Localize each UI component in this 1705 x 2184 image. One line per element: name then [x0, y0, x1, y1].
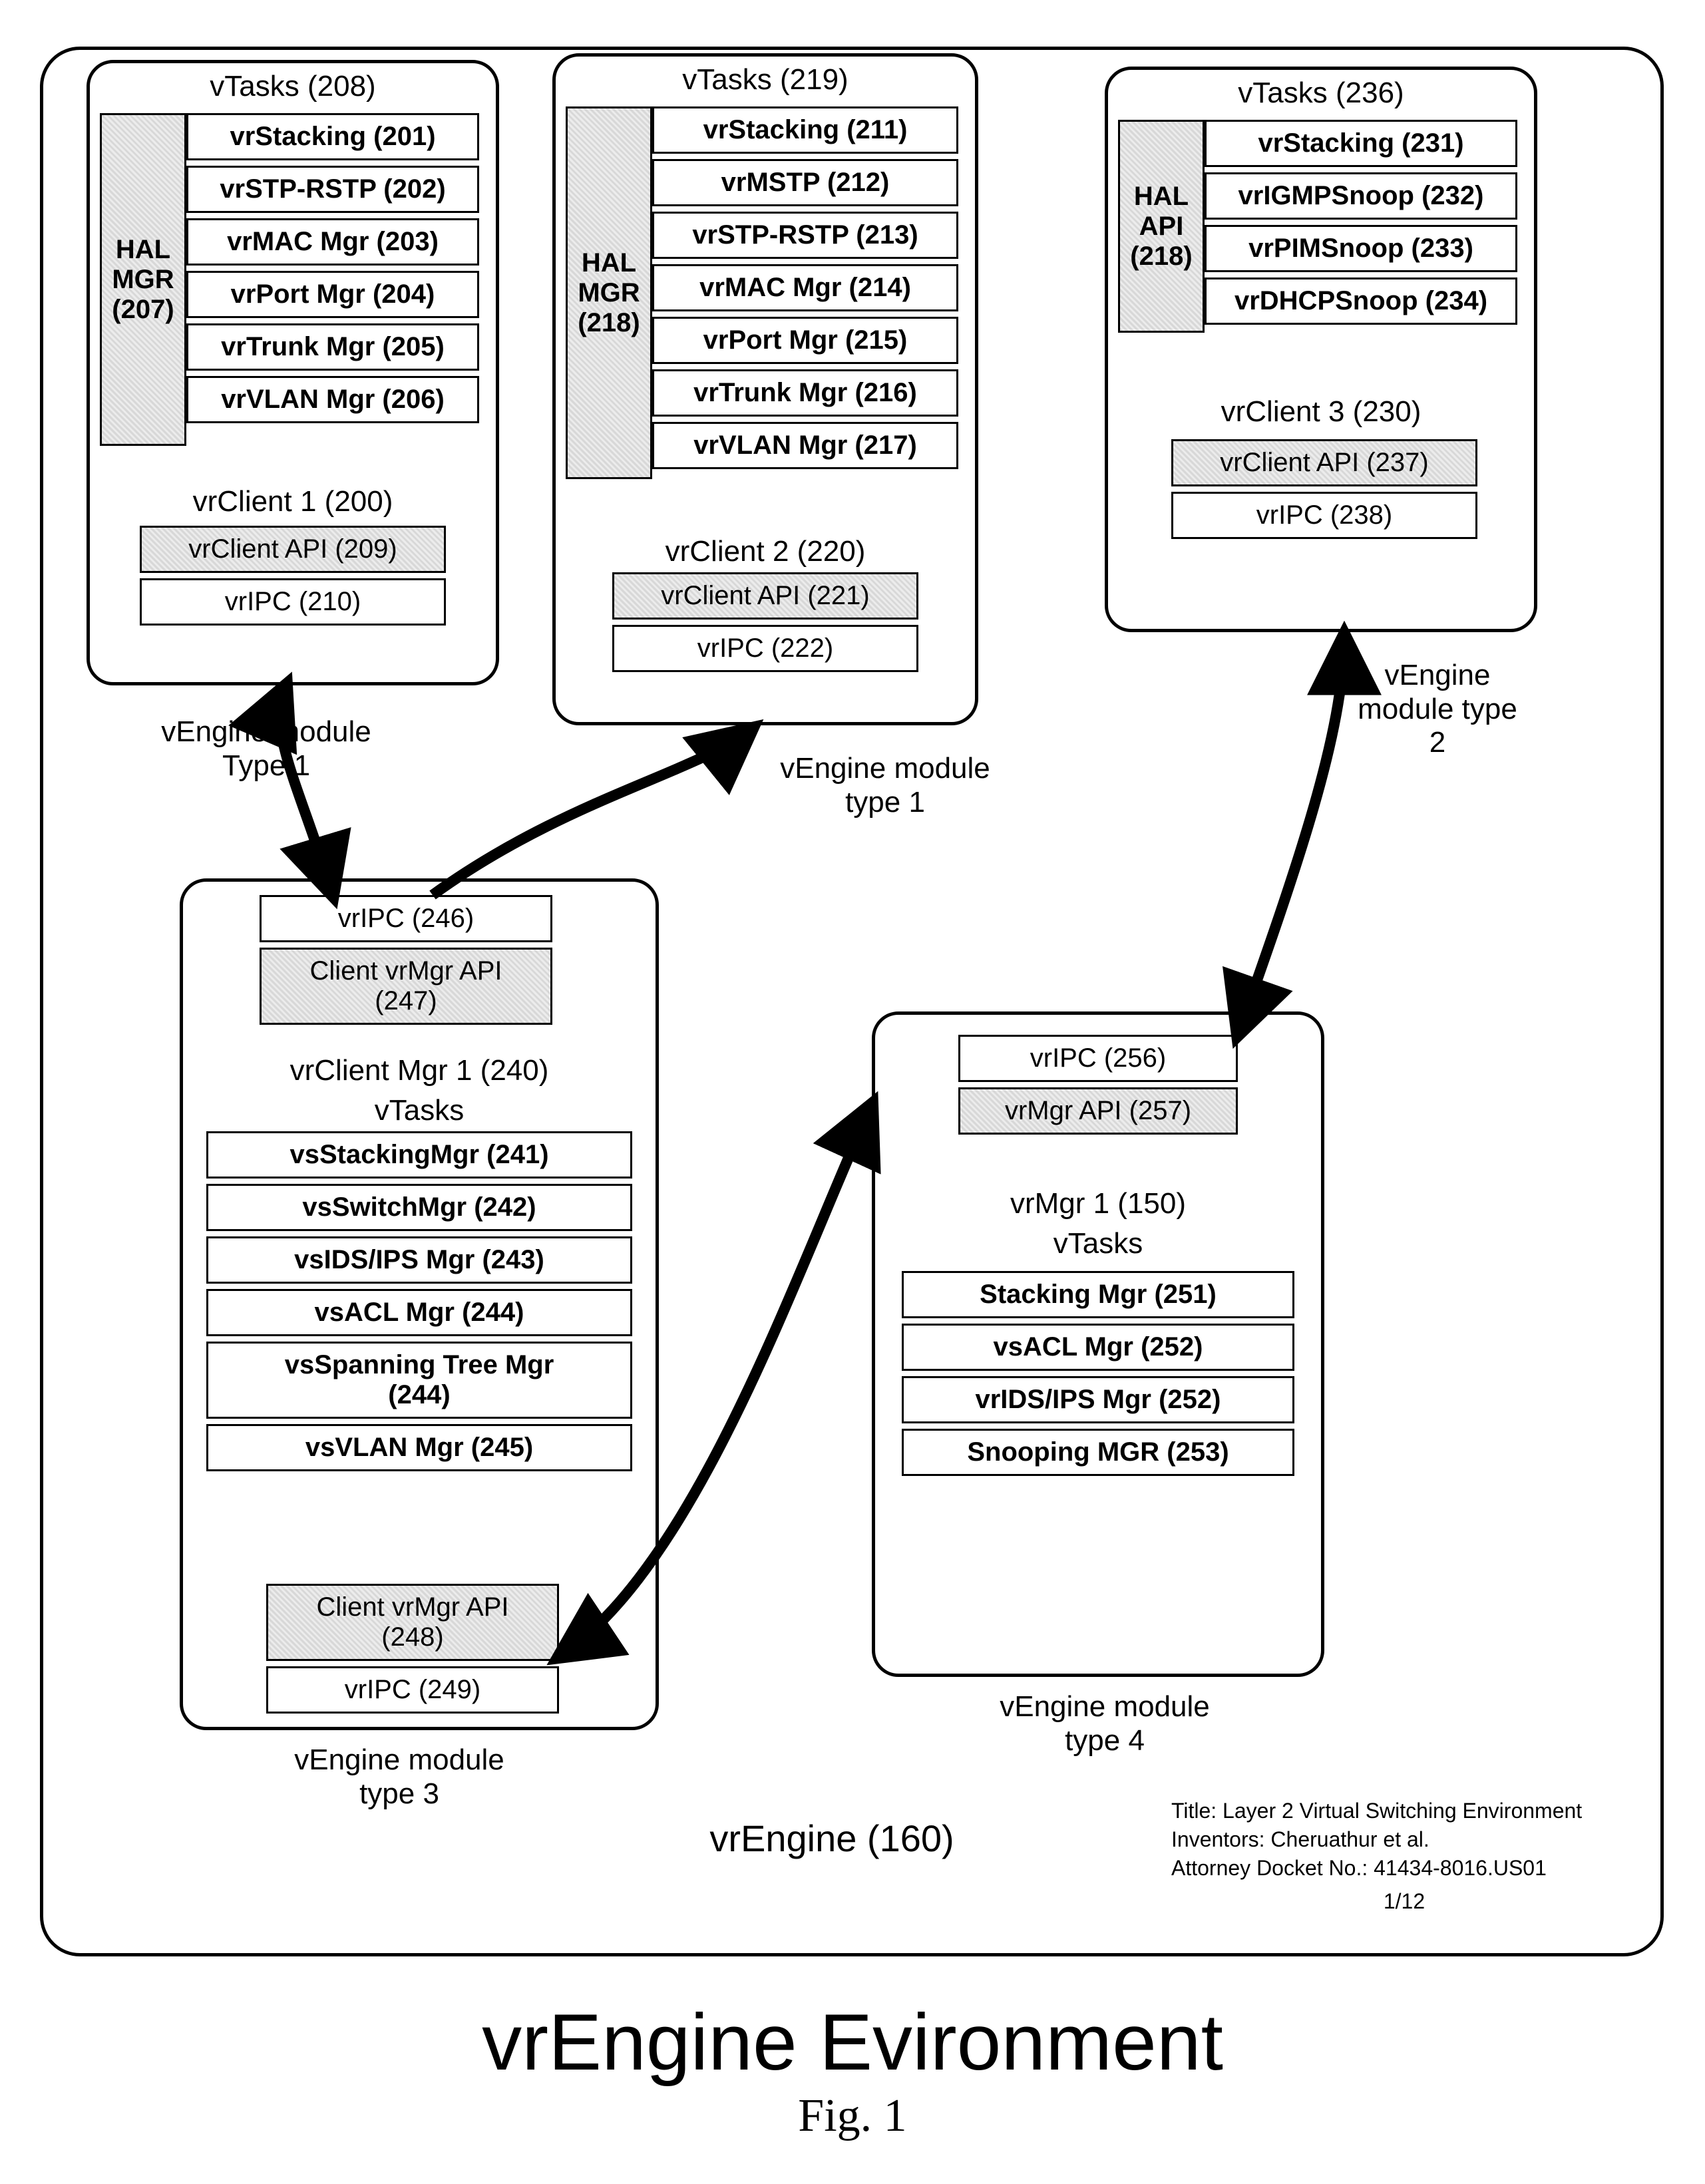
top-stack-4: vrIPC (246) Client vrMgr API(247): [260, 895, 552, 1030]
meta-block: Title: Layer 2 Virtual Switching Environ…: [1171, 1797, 1637, 1916]
page: vTasks (208) HALMGR(207) vrStacking (201…: [0, 0, 1705, 2184]
task-item: vrStacking (211): [652, 106, 958, 154]
huge-title: vrEngine Evironment: [0, 1996, 1705, 2088]
task-item: vrIPC (246): [260, 895, 552, 942]
module-label-3: vEnginemodule type2: [1318, 659, 1557, 760]
task-item: vrVLAN Mgr (217): [652, 422, 958, 469]
task-item: vrStacking (201): [186, 113, 479, 160]
task-item: vsIDS/IPS Mgr (243): [206, 1236, 632, 1284]
task-item: vrDHCPSnoop (234): [1205, 277, 1517, 325]
task-item: Stacking Mgr (251): [902, 1271, 1294, 1318]
hal-api-3: HALAPI(218): [1118, 120, 1205, 333]
client-title-3: vrClient 3 (230): [1105, 395, 1537, 429]
task-item: vsACL Mgr (252): [902, 1324, 1294, 1371]
task-item: vrMAC Mgr (203): [186, 218, 479, 266]
vtasks-title-2: vTasks (219): [556, 63, 975, 96]
hal-mgr-2: HALMGR(218): [566, 106, 652, 479]
module-label-2: vEngine moduletype 1: [752, 752, 1018, 819]
task-item: vrIGMPSnoop (232): [1205, 172, 1517, 220]
top-stack-5: vrIPC (256) vrMgr API (257): [958, 1035, 1238, 1140]
task-item: vrIPC (256): [958, 1035, 1238, 1082]
meta-title: Title: Layer 2 Virtual Switching Environ…: [1171, 1797, 1637, 1825]
task-item: vrTrunk Mgr (205): [186, 323, 479, 371]
task-item: vrMAC Mgr (214): [652, 264, 958, 311]
vtasks-title-1: vTasks (208): [90, 70, 496, 103]
client-stack-1: vrClient API (209) vrIPC (210): [140, 526, 446, 631]
client-stack-2: vrClient API (221) vrIPC (222): [612, 572, 918, 677]
mid-title2-4: vTasks: [180, 1094, 659, 1127]
client-title-2: vrClient 2 (220): [552, 535, 978, 568]
task-item: vrClient API (237): [1171, 439, 1477, 486]
task-item: vrClient API (221): [612, 572, 918, 620]
task-item: vsACL Mgr (244): [206, 1289, 632, 1336]
vtasks-stack-1: vrStacking (201) vrSTP-RSTP (202) vrMAC Mg…: [186, 113, 479, 429]
mid-stack-5: Stacking Mgr (251) vsACL Mgr (252) vrIDS/I…: [902, 1271, 1294, 1481]
task-item: vsSpanning Tree Mgr(244): [206, 1342, 632, 1419]
task-item: vrIDS/IPS Mgr (252): [902, 1376, 1294, 1423]
task-item: vrSTP-RSTP (213): [652, 212, 958, 259]
client-title-1: vrClient 1 (200): [87, 485, 499, 518]
task-item: vrVLAN Mgr (206): [186, 376, 479, 423]
task-item: vrIPC (210): [140, 578, 446, 626]
task-item: vsVLAN Mgr (245): [206, 1424, 632, 1471]
task-item: vrPIMSnoop (233): [1205, 225, 1517, 272]
client-stack-3: vrClient API (237) vrIPC (238): [1171, 439, 1477, 544]
task-item: vrIPC (238): [1171, 492, 1477, 539]
mid-title1-5: vrMgr 1 (150): [872, 1187, 1324, 1220]
vtasks-stack-2: vrStacking (211) vrMSTP (212) vrSTP-RSTP (…: [652, 106, 958, 474]
task-item: Client vrMgr API(248): [266, 1584, 559, 1661]
module-label-4: vEngine moduletype 3: [266, 1743, 532, 1811]
task-item: vrPort Mgr (215): [652, 317, 958, 364]
meta-inventors: Inventors: Cheruathur et al.: [1171, 1825, 1637, 1854]
meta-page: 1/12: [1171, 1887, 1637, 1916]
task-item: vrMgr API (257): [958, 1087, 1238, 1135]
bot-stack-4: Client vrMgr API(248) vrIPC (249): [266, 1584, 559, 1719]
task-item: vrSTP-RSTP (202): [186, 166, 479, 213]
task-item: vrPort Mgr (204): [186, 271, 479, 318]
task-item: vrIPC (249): [266, 1666, 559, 1714]
vtasks-stack-3: vrStacking (231) vrIGMPSnoop (232) vrPIMSn…: [1205, 120, 1517, 330]
task-item: Client vrMgr API(247): [260, 948, 552, 1025]
task-item: Snooping MGR (253): [902, 1429, 1294, 1476]
mid-title2-5: vTasks: [872, 1227, 1324, 1260]
module-label-5: vEngine moduletype 4: [972, 1690, 1238, 1757]
module-label-1: vEngine moduleType 1: [133, 715, 399, 783]
task-item: vrIPC (222): [612, 625, 918, 672]
mid-stack-4: vsStackingMgr (241) vsSwitchMgr (242) vsID…: [206, 1131, 632, 1477]
task-item: vsStackingMgr (241): [206, 1131, 632, 1179]
task-item: vrMSTP (212): [652, 159, 958, 206]
meta-docket: Attorney Docket No.: 41434-8016.US01: [1171, 1854, 1637, 1883]
vtasks-title-3: vTasks (236): [1108, 77, 1534, 110]
task-item: vrStacking (231): [1205, 120, 1517, 167]
hal-mgr-1: HALMGR(207): [100, 113, 186, 446]
mid-title1-4: vrClient Mgr 1 (240): [180, 1054, 659, 1087]
vrengine-title: vrEngine (160): [532, 1817, 1131, 1860]
task-item: vrClient API (209): [140, 526, 446, 573]
task-item: vsSwitchMgr (242): [206, 1184, 632, 1231]
task-item: vrTrunk Mgr (216): [652, 369, 958, 417]
fig-label: Fig. 1: [0, 2090, 1705, 2143]
